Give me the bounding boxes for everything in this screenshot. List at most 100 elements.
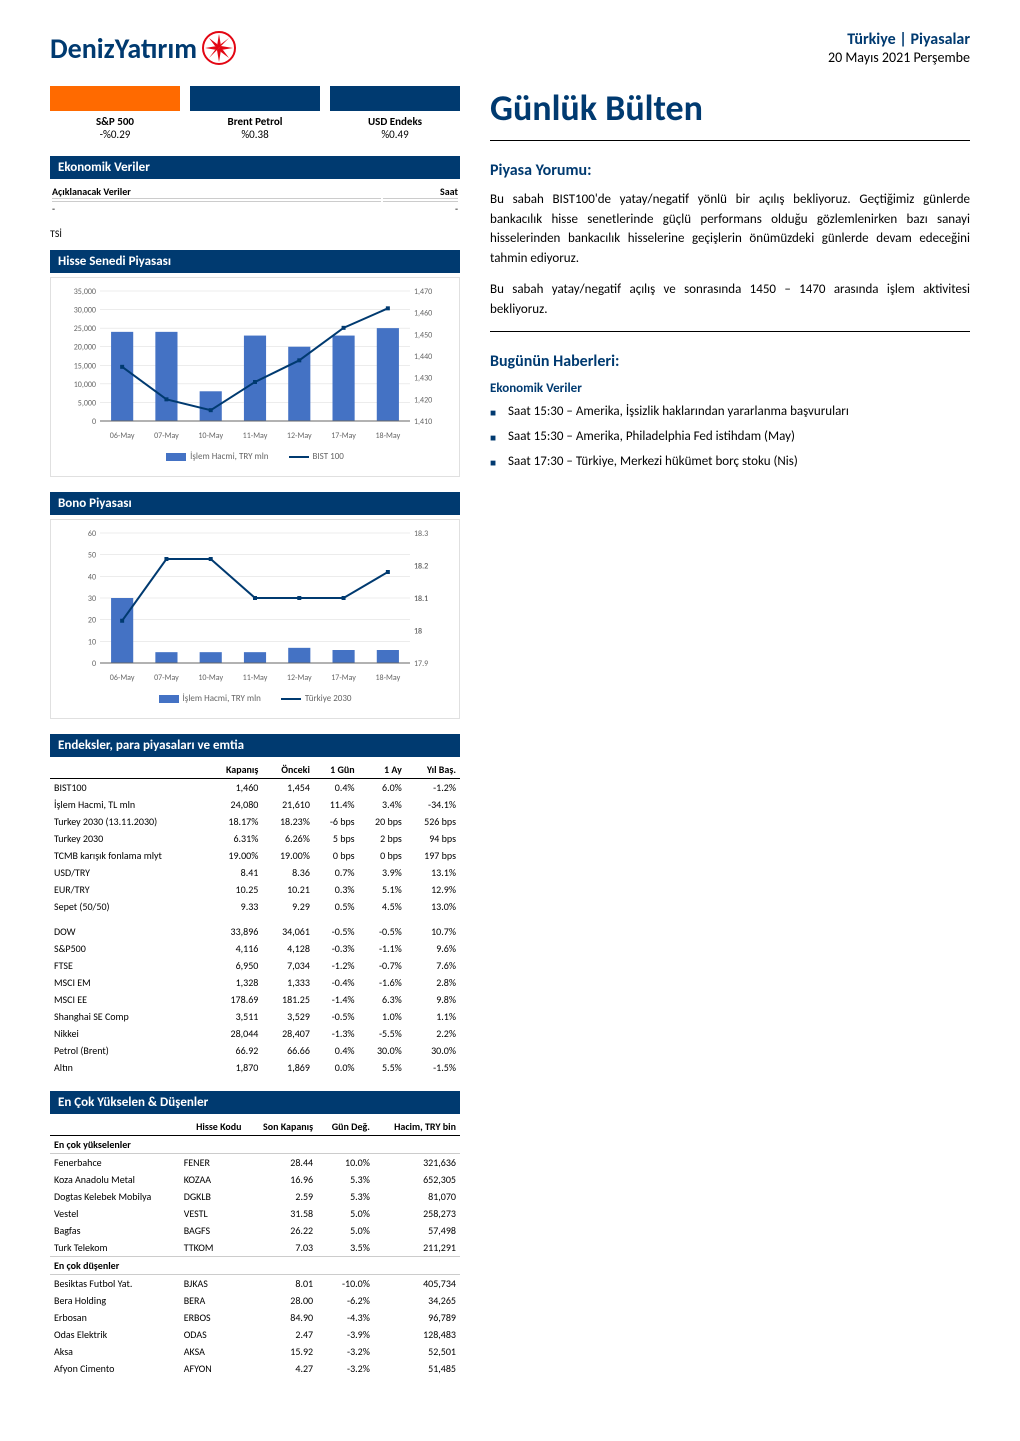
movers-table-header: En Çok Yükselen & Düşenler — [50, 1091, 460, 1114]
col-header: Hisse Kodu — [180, 1118, 246, 1136]
table-row: ErbosanERBOS84.90-4.3%96,789 — [50, 1309, 460, 1326]
svg-text:12-May: 12-May — [287, 431, 312, 441]
table-row: S&P5004,1164,128-0.3%-1.1%9.6% — [50, 940, 460, 957]
svg-text:10: 10 — [88, 637, 96, 647]
indicator-value: -%0.29 — [50, 128, 180, 141]
indicator-value: %0.49 — [330, 128, 460, 141]
svg-text:12-May: 12-May — [287, 673, 312, 683]
svg-text:07-May: 07-May — [154, 673, 179, 683]
svg-text:18-May: 18-May — [376, 673, 401, 683]
svg-text:18-May: 18-May — [376, 431, 401, 441]
indicator-name: Brent Petrol — [190, 115, 320, 128]
bond-chart-header: Bono Piyasası — [50, 492, 460, 515]
svg-text:1,410: 1,410 — [414, 417, 432, 427]
rule — [490, 140, 970, 141]
econ-col1: Açıklanacak Veriler — [52, 185, 381, 199]
doc-category: Türkiye | Piyasalar — [828, 30, 970, 49]
news-title: Bugünün Haberleri: — [490, 352, 970, 371]
svg-text:40: 40 — [88, 572, 96, 582]
news-bullets: Saat 15:30 – Amerika, İşsizlik haklarınd… — [490, 404, 970, 469]
indicator-bar — [50, 86, 180, 111]
svg-text:30,000: 30,000 — [74, 306, 96, 316]
indicator-card: S&P 500 -%0.29 — [50, 86, 180, 141]
svg-text:20,000: 20,000 — [74, 343, 96, 353]
svg-text:06-May: 06-May — [110, 431, 135, 441]
header-meta: Türkiye | Piyasalar 20 Mayıs 2021 Perşem… — [828, 30, 970, 66]
news-bullet: Saat 15:30 – Amerika, Philadelphia Fed i… — [490, 429, 970, 444]
indicator-bar — [190, 86, 320, 111]
legend-line-label: Türkiye 2030 — [305, 693, 352, 704]
table-row: MSCI EE178.69181.25-1.4%6.3%9.8% — [50, 991, 460, 1008]
svg-text:11-May: 11-May — [243, 431, 268, 441]
svg-text:5,000: 5,000 — [78, 398, 96, 408]
compass-icon — [201, 30, 237, 66]
econ-section-header: Ekonomik Veriler — [50, 156, 460, 179]
legend-bar-label: İşlem Hacmi, TRY mln — [190, 451, 268, 462]
bulletin-title: Günlük Bülten — [490, 86, 970, 130]
indicator-card: USD Endeks %0.49 — [330, 86, 460, 141]
indicator-name: USD Endeks — [330, 115, 460, 128]
econ-row-right: - — [383, 201, 458, 215]
bond-chart-legend: İşlem Hacmi, TRY mln Türkiye 2030 — [59, 693, 451, 704]
news-bullet: Saat 15:30 – Amerika, İşsizlik haklarınd… — [490, 404, 970, 419]
svg-text:20: 20 — [88, 616, 96, 626]
table-row: İşlem Hacmi, TL mln24,08021,61011.4%3.4%… — [50, 796, 460, 813]
indicator-value: %0.38 — [190, 128, 320, 141]
commentary-p1: Bu sabah BIST100'de yatay/negatif yönlü … — [490, 190, 970, 268]
index-table-header: Endeksler, para piyasaları ve emtia — [50, 734, 460, 757]
commentary-p2: Bu sabah yatay/negatif açılış ve sonrası… — [490, 280, 970, 319]
econ-col2: Saat — [383, 185, 458, 199]
svg-text:17-May: 17-May — [331, 673, 356, 683]
svg-text:50: 50 — [88, 551, 96, 561]
svg-text:30: 30 — [88, 594, 96, 604]
news-bullet: Saat 17:30 – Türkiye, Merkezi hükümet bo… — [490, 454, 970, 469]
legend-bar-label: İşlem Hacmi, TRY mln — [183, 693, 261, 704]
svg-text:15,000: 15,000 — [74, 361, 96, 371]
gainers-subhead: En çok yükselenler — [50, 1136, 460, 1154]
econ-row-left: - — [52, 201, 381, 215]
table-row: VestelVESTL31.585.0%258,273 — [50, 1205, 460, 1222]
econ-note: TSİ — [50, 227, 460, 240]
table-row: Sepet (50/50)9.339.290.5%4.5%13.0% — [50, 898, 460, 915]
indicator-card: Brent Petrol %0.38 — [190, 86, 320, 141]
page-header: DenizYatırım Türkiye | Piyasalar 20 Mayı… — [50, 30, 970, 66]
svg-text:17.9: 17.9 — [414, 659, 428, 669]
svg-text:17-May: 17-May — [331, 431, 356, 441]
table-row: Dogtas Kelebek MobilyaDGKLB2.595.3%81,07… — [50, 1188, 460, 1205]
col-header: Gün Değ. — [317, 1118, 374, 1136]
bond-chart-svg: 010203040506017.9181818.118.118.218.218.… — [59, 528, 451, 688]
svg-text:1,430: 1,430 — [414, 374, 432, 384]
stock-chart: 05,00010,00015,00020,00025,00030,00035,0… — [50, 277, 460, 477]
stock-chart-legend: İşlem Hacmi, TRY mln BIST 100 — [59, 451, 451, 462]
col-header: Kapanış — [207, 761, 262, 779]
svg-text:18.2: 18.2 — [414, 562, 428, 572]
col-header: Yıl Baş. — [406, 761, 460, 779]
table-row: Turk TelekomTTKOM7.033.5%211,291 — [50, 1239, 460, 1257]
logo-brand: DenizYatırım — [50, 31, 197, 66]
stock-chart-svg: 05,00010,00015,00020,00025,00030,00035,0… — [59, 286, 451, 446]
svg-text:0: 0 — [92, 417, 96, 427]
col-header: 1 Gün — [314, 761, 359, 779]
indicator-name: S&P 500 — [50, 115, 180, 128]
table-row: Shanghai SE Comp3,5113,529-0.5%1.0%1.1% — [50, 1008, 460, 1025]
svg-text:1,420: 1,420 — [414, 395, 432, 405]
indicator-bar — [330, 86, 460, 111]
svg-text:07-May: 07-May — [154, 431, 179, 441]
svg-text:1,450: 1,450 — [414, 330, 432, 340]
econ-table: Açıklanacak VerilerSaat -- — [50, 183, 460, 217]
svg-text:1,460: 1,460 — [414, 309, 432, 319]
table-row: MSCI EM1,3281,333-0.4%-1.6%2.8% — [50, 974, 460, 991]
table-row: Turkey 2030 (13.11.2030)18.17%18.23%-6 b… — [50, 813, 460, 830]
col-header: Hacim, TRY bin — [374, 1118, 460, 1136]
col-header: Son Kapanış — [246, 1118, 318, 1136]
svg-text:18.3: 18.3 — [414, 529, 428, 539]
legend-line-label: BIST 100 — [313, 451, 344, 462]
svg-text:0: 0 — [92, 659, 96, 669]
rule — [490, 331, 970, 332]
col-header: 1 Ay — [359, 761, 406, 779]
col-header — [50, 1118, 180, 1136]
table-row: Bera HoldingBERA28.00-6.2%34,265 — [50, 1292, 460, 1309]
table-row: Turkey 20306.31%6.26%5 bps2 bps94 bps — [50, 830, 460, 847]
stock-chart-header: Hisse Senedi Piyasası — [50, 250, 460, 273]
table-row: Afyon CimentoAFYON4.27-3.2%51,485 — [50, 1360, 460, 1377]
